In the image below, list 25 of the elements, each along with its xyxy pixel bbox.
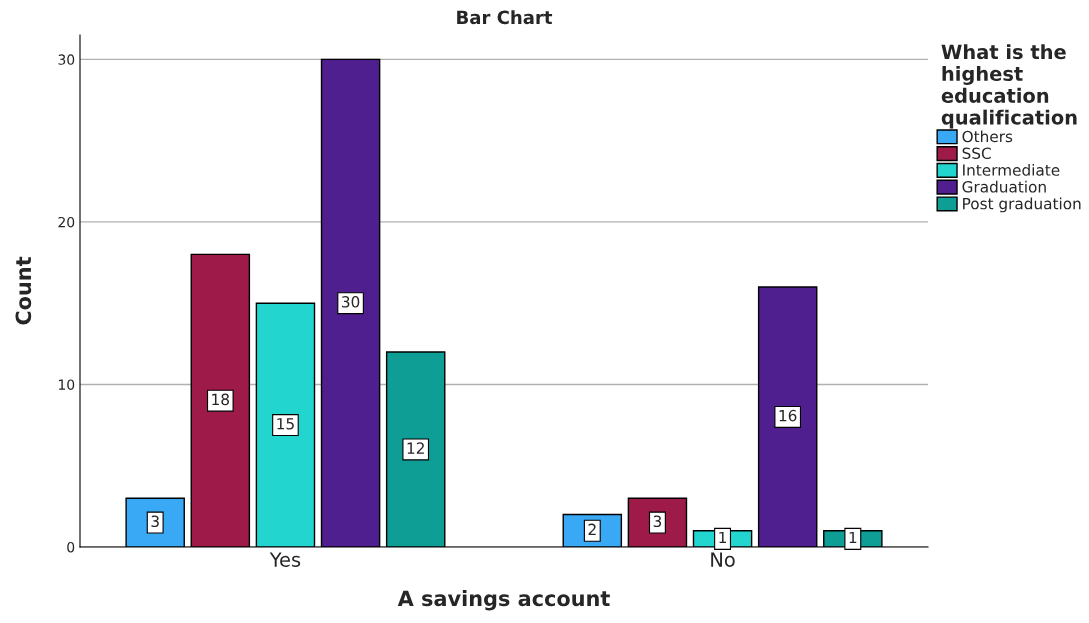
data-label: 12 [407, 442, 424, 454]
legend-label: Others [962, 130, 1013, 143]
y-axis-title: Count [15, 256, 32, 325]
data-label: 15 [277, 418, 294, 430]
data-label: 2 [588, 523, 596, 535]
legend-label: SSC [962, 147, 991, 160]
legend-label: Post graduation [963, 197, 1081, 213]
chart-title: Bar Chart [457, 10, 553, 25]
x-tick-label: No [711, 552, 735, 567]
data-label: 1 [849, 531, 857, 544]
data-label: 1 [719, 531, 727, 544]
data-label: 30 [342, 296, 360, 308]
y-tick-label: 10 [58, 379, 75, 390]
data-label: 16 [779, 409, 797, 422]
data-label: 3 [151, 515, 159, 528]
legend-label: Graduation [962, 180, 1046, 193]
legend-title: What is the highest education qualification [941, 44, 1077, 129]
x-tick-label: Yes [269, 552, 301, 567]
data-label: 18 [212, 393, 229, 406]
legend-label: Intermediate [963, 164, 1060, 176]
x-axis-title: A savings account [397, 590, 610, 611]
data-label: 3 [653, 515, 662, 528]
y-tick-label: 30 [58, 54, 75, 65]
y-tick-label: 20 [58, 216, 75, 228]
y-tick-label: 0 [67, 541, 75, 553]
